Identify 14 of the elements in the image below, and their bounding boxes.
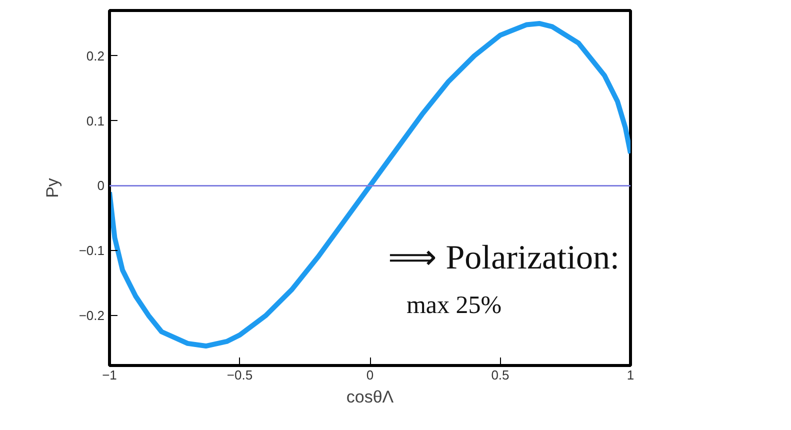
y-tick-label: −0.2 [78, 308, 105, 324]
y-tick-label: −0.1 [78, 243, 105, 258]
x-tick-label: 1 [626, 368, 634, 382]
y-tick-label: 0.1 [86, 113, 105, 128]
x-tick-label: −0.5 [226, 368, 253, 382]
x-tick-label: 0.5 [491, 368, 510, 382]
y-axis-title: Py [42, 178, 62, 198]
y-tick-label: 0 [97, 178, 105, 194]
annotation: ⟹ Polarization: [388, 240, 620, 277]
x-tick-label: 0 [366, 368, 374, 382]
y-tick-label: 0.2 [86, 48, 105, 64]
x-axis-title: cosθΛ [346, 388, 394, 406]
annotation: max 25% [406, 292, 502, 319]
x-tick-label: −1 [102, 368, 117, 382]
